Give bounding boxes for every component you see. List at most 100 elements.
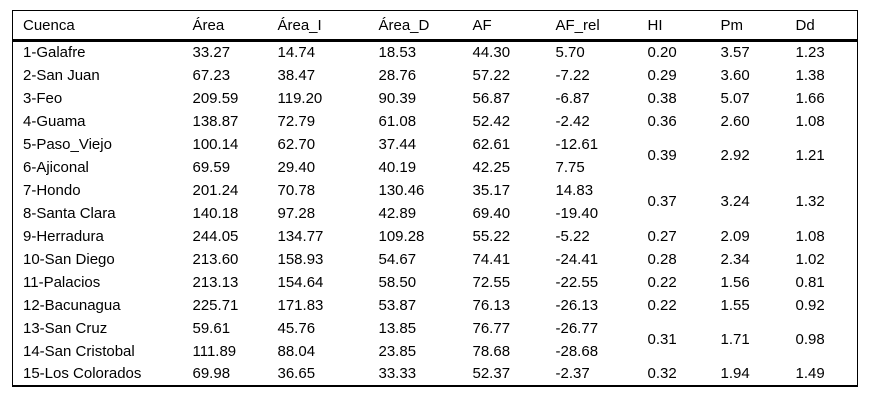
table-cell: 1.56 xyxy=(720,273,750,291)
table-cell: 69.98 xyxy=(192,365,231,382)
table-cell: 38.47 xyxy=(277,66,316,84)
table-row: 14-San Cristobal 111.89 88.04 23.85 78.68 -28… xyxy=(13,340,858,363)
table-cell: 76.77 xyxy=(472,319,511,337)
table-cell: 2.60 xyxy=(720,112,750,130)
table-cell: 14-San Cristobal xyxy=(23,342,135,360)
table-cell: -28.68 xyxy=(555,342,599,360)
table-row: 2-San Juan 67.23 38.47 28.76 57.22 -7.22 0.29 3… xyxy=(13,64,858,87)
table-cell: 0.29 xyxy=(647,66,677,84)
table-cell: 3-Feo xyxy=(23,89,63,107)
table-cell: 134.77 xyxy=(277,227,324,245)
table-row: 6-Ajiconal 69.59 29.40 40.19 42.25 7.75 xyxy=(13,156,858,179)
table-cell: 45.76 xyxy=(277,319,316,337)
table-cell: 58.50 xyxy=(378,273,417,291)
table-cell: 70.78 xyxy=(277,181,316,199)
column-header-dd: Dd xyxy=(785,10,858,42)
table-cell: 72.79 xyxy=(277,112,316,130)
table-cell: 1.08 xyxy=(795,227,825,245)
table-cell: 5-Paso_Viejo xyxy=(23,135,112,153)
table-cell: 0.20 xyxy=(647,44,677,62)
table-cell: 52.42 xyxy=(472,112,511,130)
table-cell: 0.31 xyxy=(647,331,677,348)
table-cell: 154.64 xyxy=(277,273,324,291)
table-row: 7-Hondo 201.24 70.78 130.46 35.17 14.83 0.37 3.… xyxy=(13,179,858,211)
table-cell: 1.55 xyxy=(720,296,750,314)
table-cell: 52.37 xyxy=(472,365,511,382)
table-cell: 2.09 xyxy=(720,227,750,245)
header-row: Cuenca Área Área_I Área_D AF AF_rel HI P… xyxy=(12,10,858,42)
table-cell: 23.85 xyxy=(378,342,417,360)
table-cell: -19.40 xyxy=(555,204,599,222)
table-cell: 57.22 xyxy=(472,66,511,84)
table-cell: 1.38 xyxy=(795,66,825,84)
table-cell: 0.27 xyxy=(647,227,677,245)
column-header-pm: Pm xyxy=(710,10,786,42)
table-cell: -24.41 xyxy=(555,250,599,268)
table-cell: 40.19 xyxy=(378,158,417,176)
table-cell: 2-San Juan xyxy=(23,66,100,84)
table-cell: 6-Ajiconal xyxy=(23,158,89,176)
table-cell: 69.59 xyxy=(192,158,231,176)
table-cell: 100.14 xyxy=(192,135,239,153)
table-cell: 1.32 xyxy=(795,193,825,210)
table-cell: 0.39 xyxy=(647,147,677,164)
table-cell: 7.75 xyxy=(555,158,585,176)
table-cell: 4-Guama xyxy=(23,112,86,130)
table-cell: 1.23 xyxy=(795,44,825,62)
table-cell: 90.39 xyxy=(378,89,417,107)
table-cell: 213.13 xyxy=(192,273,239,291)
table-cell: -26.77 xyxy=(555,319,599,337)
table-cell: 8-Santa Clara xyxy=(23,204,116,222)
table-cell: 0.81 xyxy=(795,273,825,291)
table-row: 10-San Diego 213.60 158.93 54.67 74.41 -24.41… xyxy=(13,248,858,271)
table-cell: 0.37 xyxy=(647,193,677,210)
table-cell: 29.40 xyxy=(277,158,316,176)
table-cell: -5.22 xyxy=(555,227,590,245)
table-cell: 62.61 xyxy=(472,135,511,153)
table-cell: 10-San Diego xyxy=(23,250,115,268)
table-cell: 244.05 xyxy=(192,227,239,245)
table-cell: 140.18 xyxy=(192,204,239,222)
table-row: 13-San Cruz 59.61 45.76 13.85 76.77 -26.77 0.3… xyxy=(13,317,858,349)
table-cell: 76.13 xyxy=(472,296,511,314)
table-cell: 33.27 xyxy=(192,44,231,62)
table-cell: 28.76 xyxy=(378,66,417,84)
table-cell: 0.28 xyxy=(647,250,677,268)
morphometric-table: Cuenca Área Área_I Área_D AF AF_rel HI P… xyxy=(12,10,858,387)
table-row: 9-Herradura 244.05 134.77 109.28 55.22 -5.22 0… xyxy=(13,225,858,248)
table-row: 1-Galafre 33.27 14.74 18.53 44.30 5.70 0.20 3.5… xyxy=(13,41,858,64)
table-cell: 3.24 xyxy=(720,193,750,210)
table-header: Cuenca Área Área_I Área_D AF AF_rel HI P… xyxy=(12,10,858,42)
table-cell: 88.04 xyxy=(277,342,316,360)
table-cell: 9-Herradura xyxy=(23,227,104,245)
table-cell: 42.25 xyxy=(472,158,511,176)
table-row: 3-Feo 209.59 119.20 90.39 56.87 -6.87 0.38 5.07… xyxy=(13,87,858,110)
table-cell: 225.71 xyxy=(192,296,239,314)
table-cell: 56.87 xyxy=(472,89,511,107)
table-cell: 12-Bacunagua xyxy=(23,296,121,314)
table-row: 12-Bacunagua 225.71 171.83 53.87 76.13 -26.13… xyxy=(13,294,858,317)
table-cell: 3.60 xyxy=(720,66,750,84)
column-header-af: AF xyxy=(462,10,546,42)
table-cell: 62.70 xyxy=(277,135,316,153)
paper-table-figure: Cuenca Área Área_I Área_D AF AF_rel HI P… xyxy=(12,10,858,387)
table-cell: 209.59 xyxy=(192,89,239,107)
table-cell: 158.93 xyxy=(277,250,324,268)
table-cell: 13.85 xyxy=(378,319,417,337)
table-cell: 14.83 xyxy=(555,181,594,199)
table-cell: 11-Palacios xyxy=(23,273,101,291)
table-cell: -2.37 xyxy=(555,365,590,382)
table-cell: 201.24 xyxy=(192,181,239,199)
table-cell: 14.74 xyxy=(277,44,316,62)
table-cell: -2.42 xyxy=(555,112,590,130)
table-cell: 67.23 xyxy=(192,66,231,84)
table-cell: 13-San Cruz xyxy=(23,319,108,337)
table-cell: 5.07 xyxy=(720,89,750,107)
table-cell: 1.66 xyxy=(795,89,825,107)
table-cell: 97.28 xyxy=(277,204,316,222)
table-cell: 171.83 xyxy=(277,296,324,314)
table-cell: 33.33 xyxy=(378,365,417,382)
table-cell: 61.08 xyxy=(378,112,417,130)
table-cell: 74.41 xyxy=(472,250,511,268)
table-cell: 0.38 xyxy=(647,89,677,107)
